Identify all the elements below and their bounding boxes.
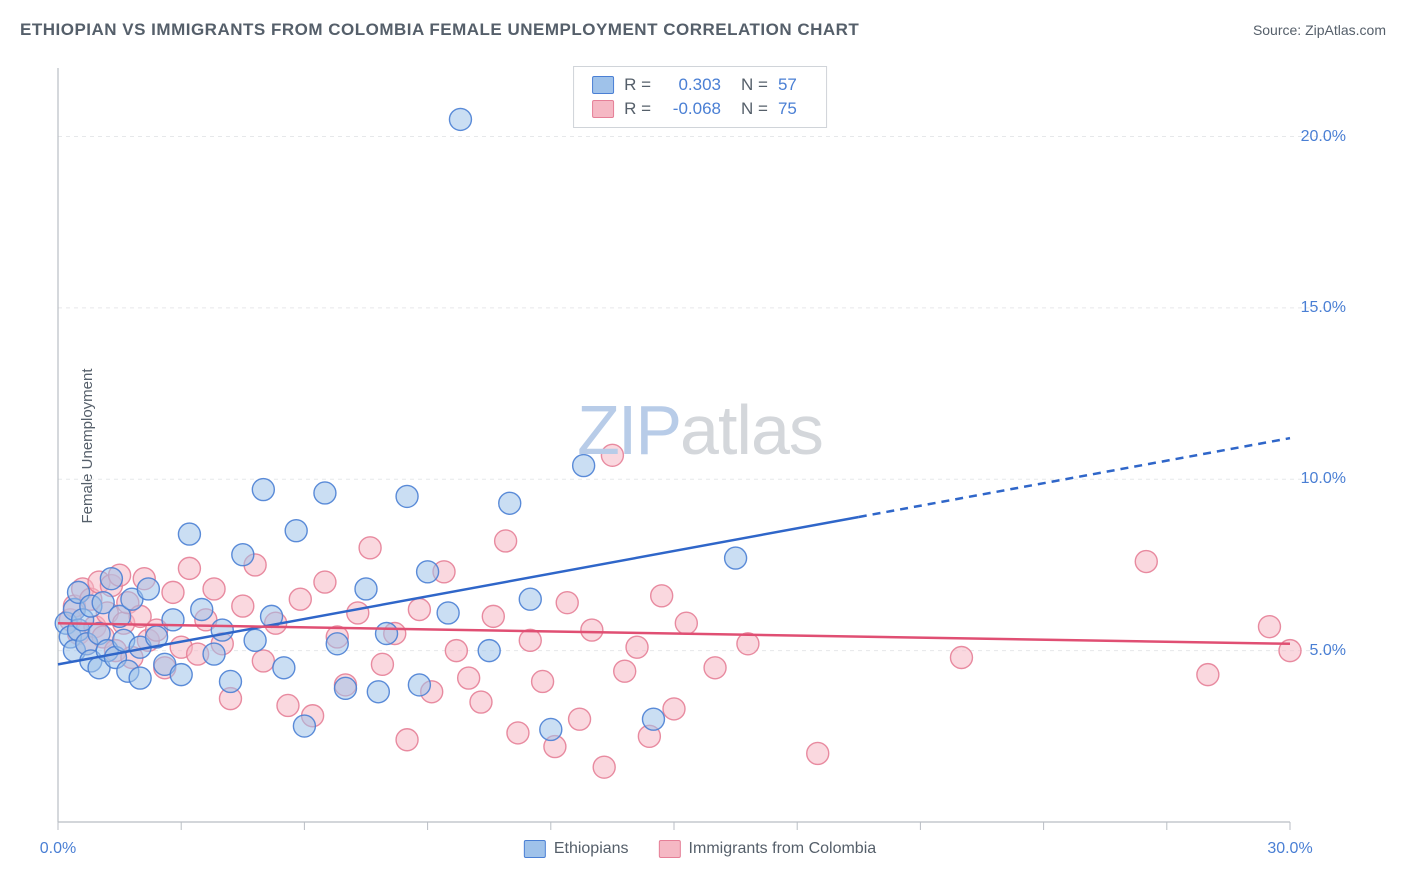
stats-n-value-colombia: 75	[778, 99, 808, 119]
stats-swatch-colombia	[592, 100, 614, 118]
series-legend: Ethiopians Immigrants from Colombia	[524, 840, 876, 858]
legend-label-colombia: Immigrants from Colombia	[689, 840, 877, 858]
y-tick-label: 20.0%	[1301, 128, 1346, 146]
x-tick-label: 30.0%	[1267, 840, 1312, 858]
chart-title: ETHIOPIAN VS IMMIGRANTS FROM COLOMBIA FE…	[20, 20, 859, 40]
stats-r-label: R =	[624, 75, 651, 95]
source-attribution: Source: ZipAtlas.com	[1253, 22, 1386, 38]
stats-r-label: R =	[624, 99, 651, 119]
stats-legend: R = 0.303 N = 57 R = -0.068 N = 75	[573, 66, 827, 128]
stats-n-label: N =	[741, 99, 768, 119]
chart-header: ETHIOPIAN VS IMMIGRANTS FROM COLOMBIA FE…	[20, 20, 1386, 40]
legend-label-ethiopians: Ethiopians	[554, 840, 629, 858]
source-label: Source:	[1253, 22, 1305, 38]
y-tick-label: 15.0%	[1301, 299, 1346, 317]
source-name: ZipAtlas.com	[1305, 22, 1386, 38]
y-tick-label: 5.0%	[1310, 642, 1346, 660]
legend-swatch-colombia	[659, 840, 681, 858]
stats-row-ethiopians: R = 0.303 N = 57	[592, 73, 808, 97]
legend-swatch-ethiopians	[524, 840, 546, 858]
stats-n-value-ethiopians: 57	[778, 75, 808, 95]
stats-r-value-ethiopians: 0.303	[661, 75, 721, 95]
stats-n-label: N =	[741, 75, 768, 95]
y-tick-label: 10.0%	[1301, 470, 1346, 488]
chart-svg	[50, 60, 1350, 830]
stats-swatch-ethiopians	[592, 76, 614, 94]
stats-row-colombia: R = -0.068 N = 75	[592, 97, 808, 121]
legend-item-ethiopians: Ethiopians	[524, 840, 629, 858]
stats-r-value-colombia: -0.068	[661, 99, 721, 119]
plot-area: ZIPatlas R = 0.303N = 57R = -0.068N = 75…	[50, 60, 1350, 830]
x-tick-label: 0.0%	[40, 840, 76, 858]
legend-item-colombia: Immigrants from Colombia	[659, 840, 877, 858]
